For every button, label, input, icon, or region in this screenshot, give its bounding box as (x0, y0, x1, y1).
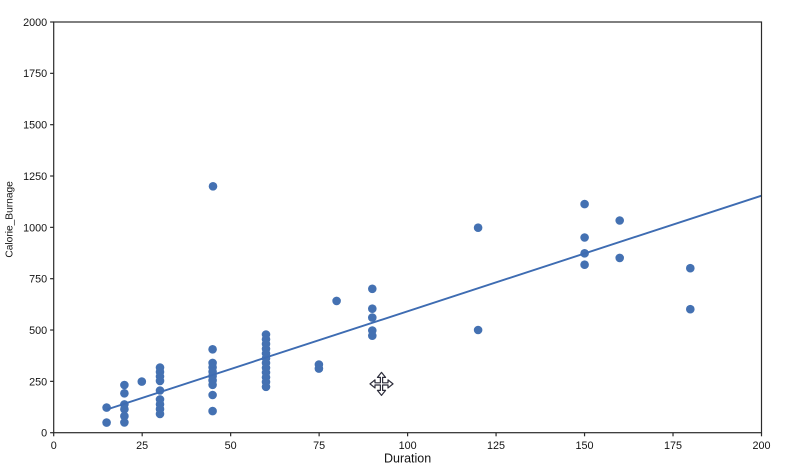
svg-text:50: 50 (225, 440, 237, 452)
svg-text:0: 0 (41, 428, 47, 440)
svg-text:1000: 1000 (23, 222, 47, 234)
svg-text:125: 125 (487, 440, 505, 452)
svg-text:0: 0 (51, 440, 57, 452)
svg-text:Duration: Duration (384, 452, 431, 466)
svg-text:200: 200 (752, 440, 770, 452)
svg-text:500: 500 (29, 325, 47, 337)
svg-text:Calorie_Burnage: Calorie_Burnage (5, 181, 16, 258)
svg-text:75: 75 (313, 440, 325, 452)
svg-text:1500: 1500 (23, 120, 47, 132)
svg-text:150: 150 (576, 440, 594, 452)
svg-text:25: 25 (136, 440, 148, 452)
svg-text:250: 250 (29, 376, 47, 388)
svg-text:750: 750 (29, 274, 47, 286)
svg-text:2000: 2000 (23, 17, 47, 29)
svg-text:175: 175 (664, 440, 682, 452)
svg-text:1250: 1250 (23, 171, 47, 183)
svg-text:100: 100 (399, 440, 417, 452)
svg-text:1750: 1750 (23, 68, 47, 80)
